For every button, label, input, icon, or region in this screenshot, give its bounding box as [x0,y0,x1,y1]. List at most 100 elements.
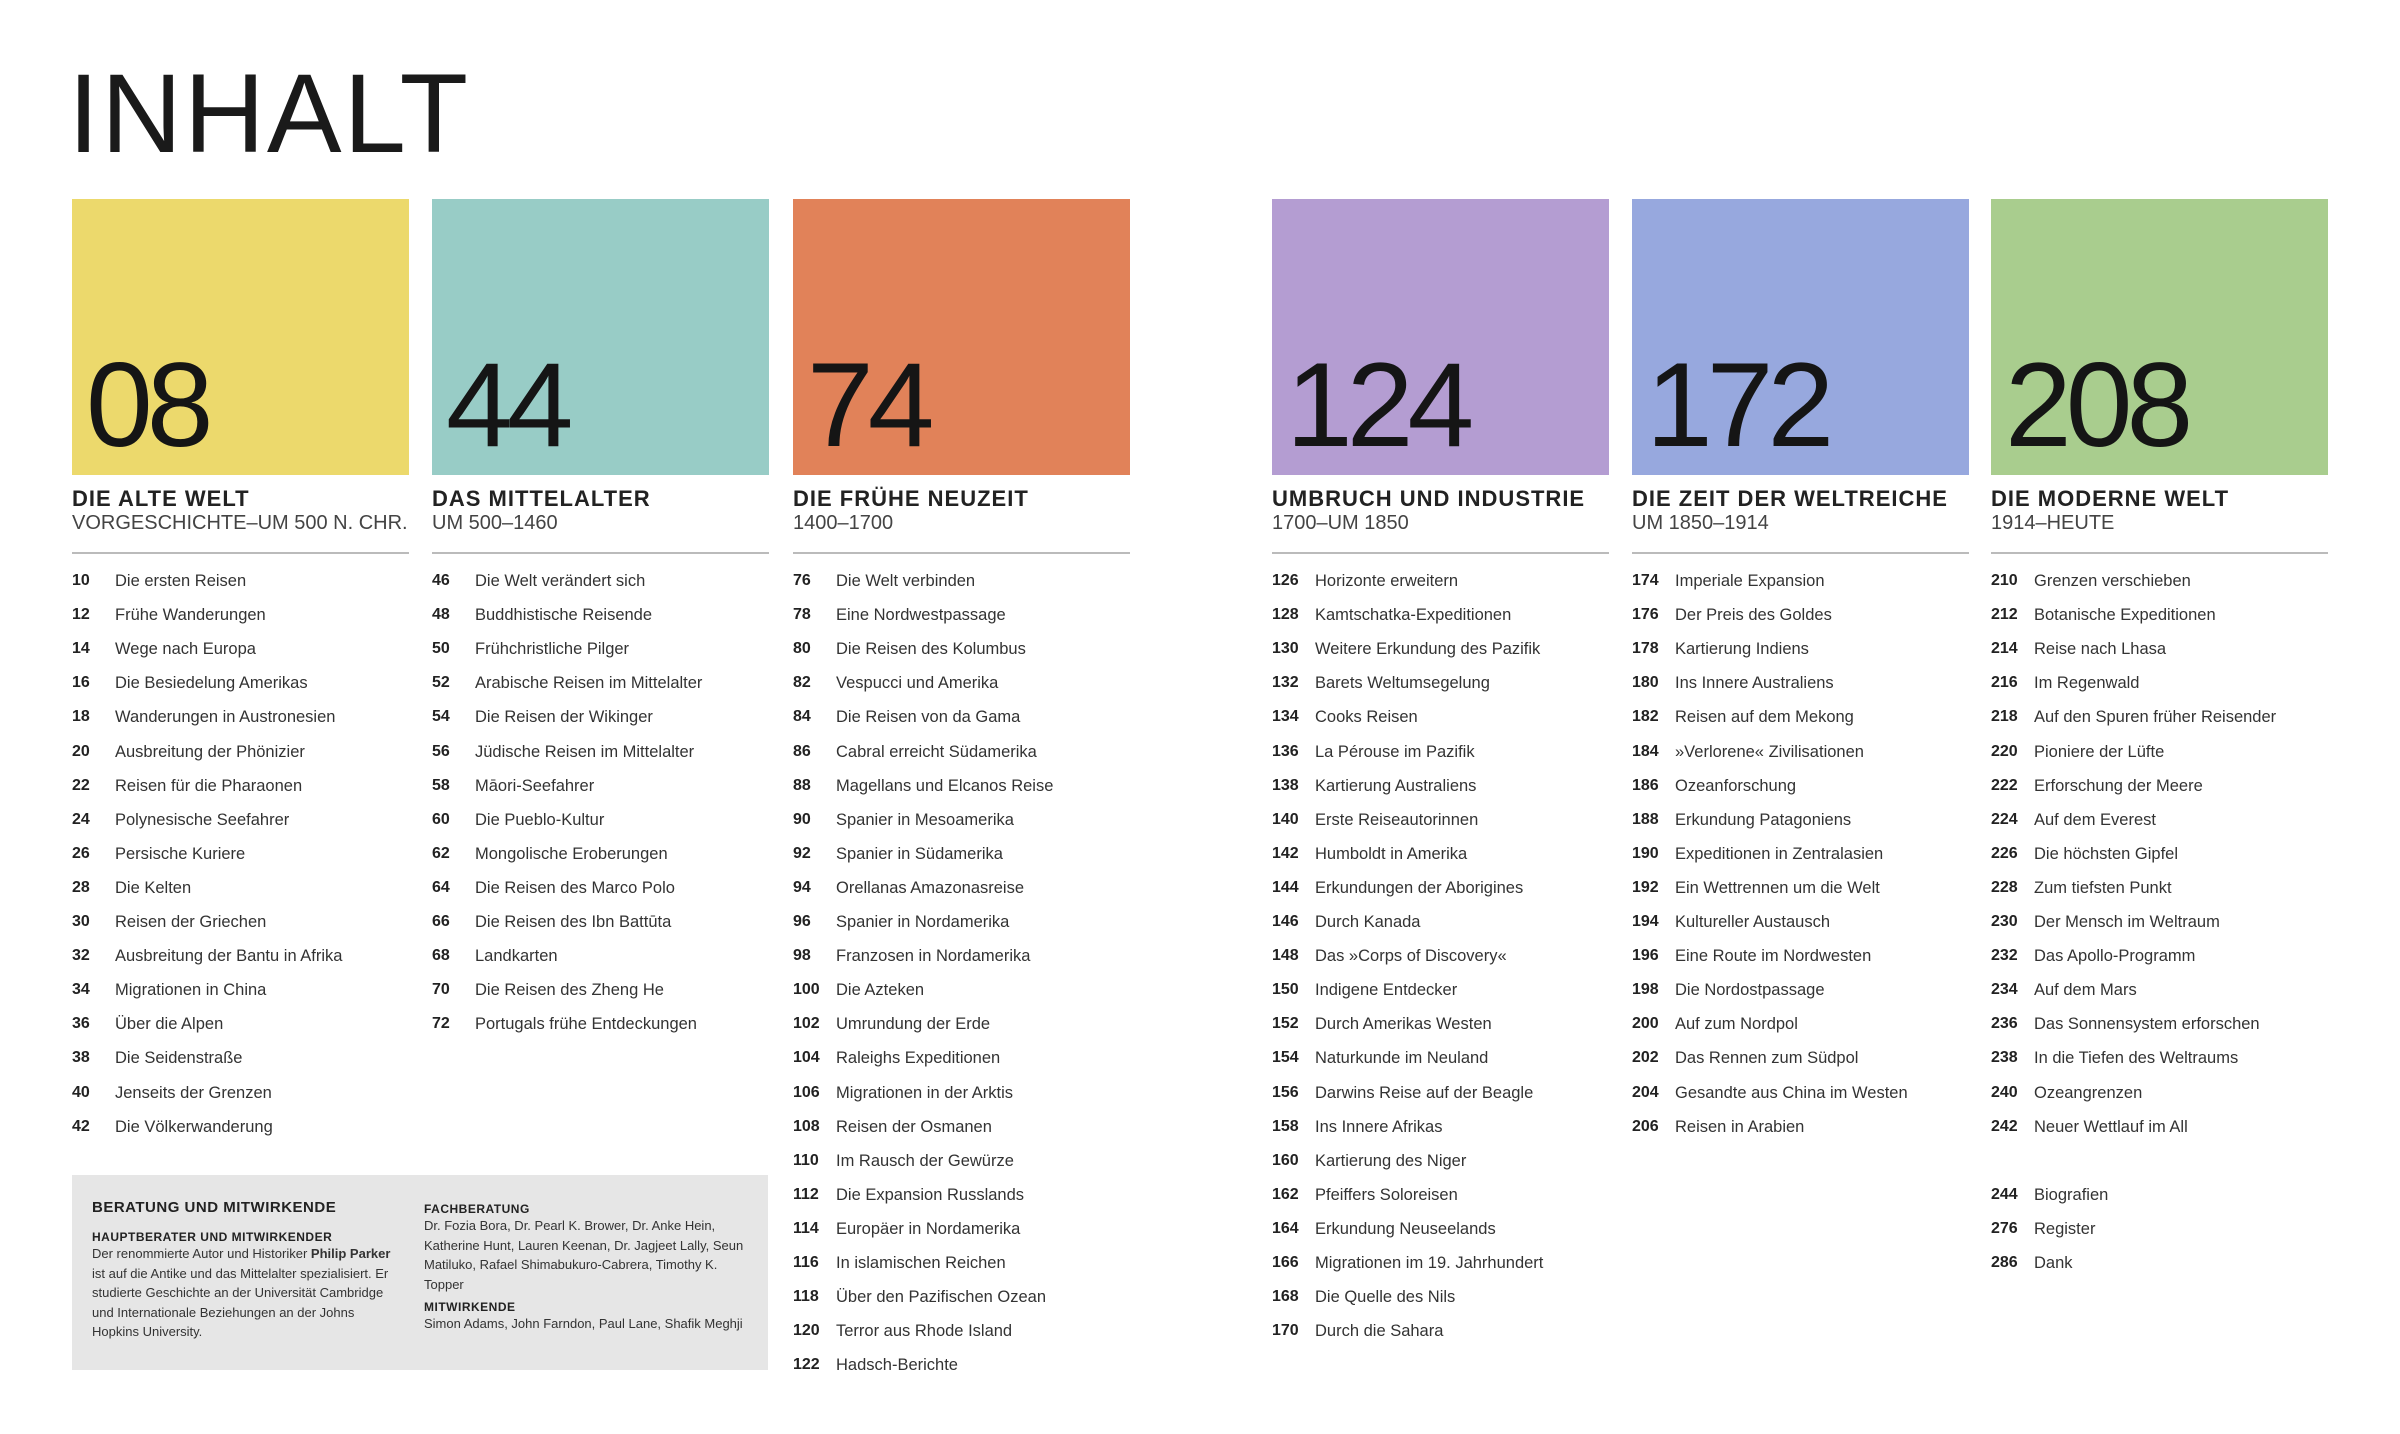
entry-title: Indigene Entdecker [1315,981,1458,1000]
page-number: 62 [432,844,450,862]
page-number: 184 [1632,742,1659,760]
entry-title: Cabral erreicht Südamerika [836,742,1037,761]
page-number: 160 [1272,1151,1299,1169]
page-number: 104 [793,1049,820,1067]
entry-title: Erste Reiseautorinnen [1315,810,1479,829]
entry-title: Die Reisen des Ibn Battūta [475,913,672,931]
section-title: UMBRUCH UND INDUSTRIE [1272,486,1586,511]
page-number: 222 [1991,776,2018,794]
entry-title: Im Regenwald [2034,674,2140,693]
page-number: 142 [1272,844,1299,862]
page-number: 210 [1991,572,2018,589]
credits-heading: HAUPTBERATER UND MITWIRKENDER [92,1230,333,1244]
text: Philip Parker [310,1246,391,1261]
divider [793,552,1130,554]
entry-title: Imperiale Expansion [1675,572,1825,590]
section-page: 208 [2005,338,2193,472]
page-number: 144 [1272,878,1299,896]
entry-title: Kartierung Indiens [1675,640,1809,659]
entry-title: Der Mensch im Weltraum [2034,913,2220,931]
entry-title: Europäer in Nordamerika [836,1219,1021,1238]
page-number: 130 [1272,640,1299,658]
entry-title: Migrationen in China [115,981,267,1000]
entry-title: Pfeiffers Soloreisen [1315,1185,1458,1204]
page-number: 156 [1272,1083,1299,1101]
section-image: 208 [1991,199,2328,475]
entry-title: Spanier in Nordamerika [836,913,1010,931]
entry-title: Die Reisen des Kolumbus [836,640,1026,659]
page-number: 180 [1632,674,1659,692]
entry-title: Die Reisen des Marco Polo [475,878,675,897]
page-number: 164 [1272,1219,1299,1237]
entry-title: Barets Weltumsegelung [1315,674,1490,693]
divider [432,552,769,554]
page-number: 286 [1991,1254,2018,1271]
entry-title: Orellanas Amazonasreise [836,878,1025,897]
page-number: 128 [1272,606,1299,624]
entry-title: Mongolische Eroberungen [475,844,668,863]
page-number: 214 [1991,640,2018,658]
entry-title: Die Azteken [836,981,925,1000]
page-number: 204 [1632,1083,1659,1101]
section-subtitle: 1700–UM 1850 [1272,512,1409,534]
entry-title: Hadsch-Berichte [836,1356,958,1375]
credits-text: Der renommierte Autor und Historiker Phi… [92,1244,392,1342]
page-number: 58 [432,776,450,794]
page-number: 28 [72,878,90,896]
section-page: 74 [807,338,935,472]
entry-title: Auf dem Everest [2034,810,2156,829]
entry-title: Umrundung der Erde [836,1015,991,1034]
entry-title: Die ersten Reisen [115,572,247,590]
entry-title: Kamtschatka-Expeditionen [1315,606,1512,625]
page-number: 230 [1991,913,2018,930]
entry-title: Expeditionen in Zentralasien [1675,844,1884,863]
page-number: 70 [432,981,450,999]
page-number: 194 [1632,913,1659,930]
entry-title: Die Völkerwanderung [115,1117,273,1136]
entry-title: In die Tiefen des Weltraums [2034,1049,2239,1068]
entry-title: Spanier in Südamerika [836,844,1003,863]
entry-title: Ins Innere Afrikas [1315,1117,1443,1136]
page-number: 240 [1991,1083,2018,1101]
page-number: 120 [793,1322,820,1340]
entry-title: Die Reisen des Zheng He [475,981,664,1000]
entry-title: Botanische Expeditionen [2034,606,2216,625]
page-number: 42 [72,1117,90,1135]
page-number: 166 [1272,1254,1299,1271]
page-number: 216 [1991,674,2018,692]
page-number: 10 [72,572,90,589]
page-number: 200 [1632,1015,1659,1033]
page-number: 228 [1991,878,2018,896]
divider [1272,552,1609,554]
page-number: 100 [793,981,820,999]
entry-title: Jenseits der Grenzen [115,1083,272,1102]
entry-title: Eine Nordwestpassage [836,606,1006,625]
page-title: INHALT [68,51,470,176]
page-number: 108 [793,1117,820,1135]
credits-heading: MITWIRKENDE [424,1300,516,1314]
section-page: 124 [1286,338,1474,472]
entry-title: Humboldt in Amerika [1315,844,1468,863]
entry-title: Erforschung der Meere [2034,776,2203,795]
page-number: 56 [432,742,450,760]
page-number: 64 [432,878,450,896]
section-title: DIE MODERNE WELT [1991,486,2230,511]
entry-title: Ozeanforschung [1675,776,1797,795]
page-number: 60 [432,810,450,828]
page-number: 78 [793,606,811,624]
entry-title: Landkarten [475,947,558,966]
entry-title: Migrationen in der Arktis [836,1083,1013,1102]
page-number: 66 [432,913,450,930]
credits-text: Dr. Fozia Bora, Dr. Pearl K. Brower, Dr.… [424,1218,744,1292]
entry-title: Migrationen im 19. Jahrhundert [1315,1254,1544,1272]
entry-title: Jüdische Reisen im Mittelalter [475,742,695,761]
page-number: 154 [1272,1049,1299,1067]
page-number: 26 [72,844,90,862]
section-image: 08 [72,199,409,475]
page-number: 152 [1272,1015,1299,1033]
page-number: 46 [432,572,450,589]
entry-title: Die Seidenstraße [115,1049,243,1068]
page-number: 168 [1272,1288,1299,1306]
section-subtitle: UM 1850–1914 [1632,512,1769,534]
entry-title: Reisen der Griechen [115,913,267,931]
